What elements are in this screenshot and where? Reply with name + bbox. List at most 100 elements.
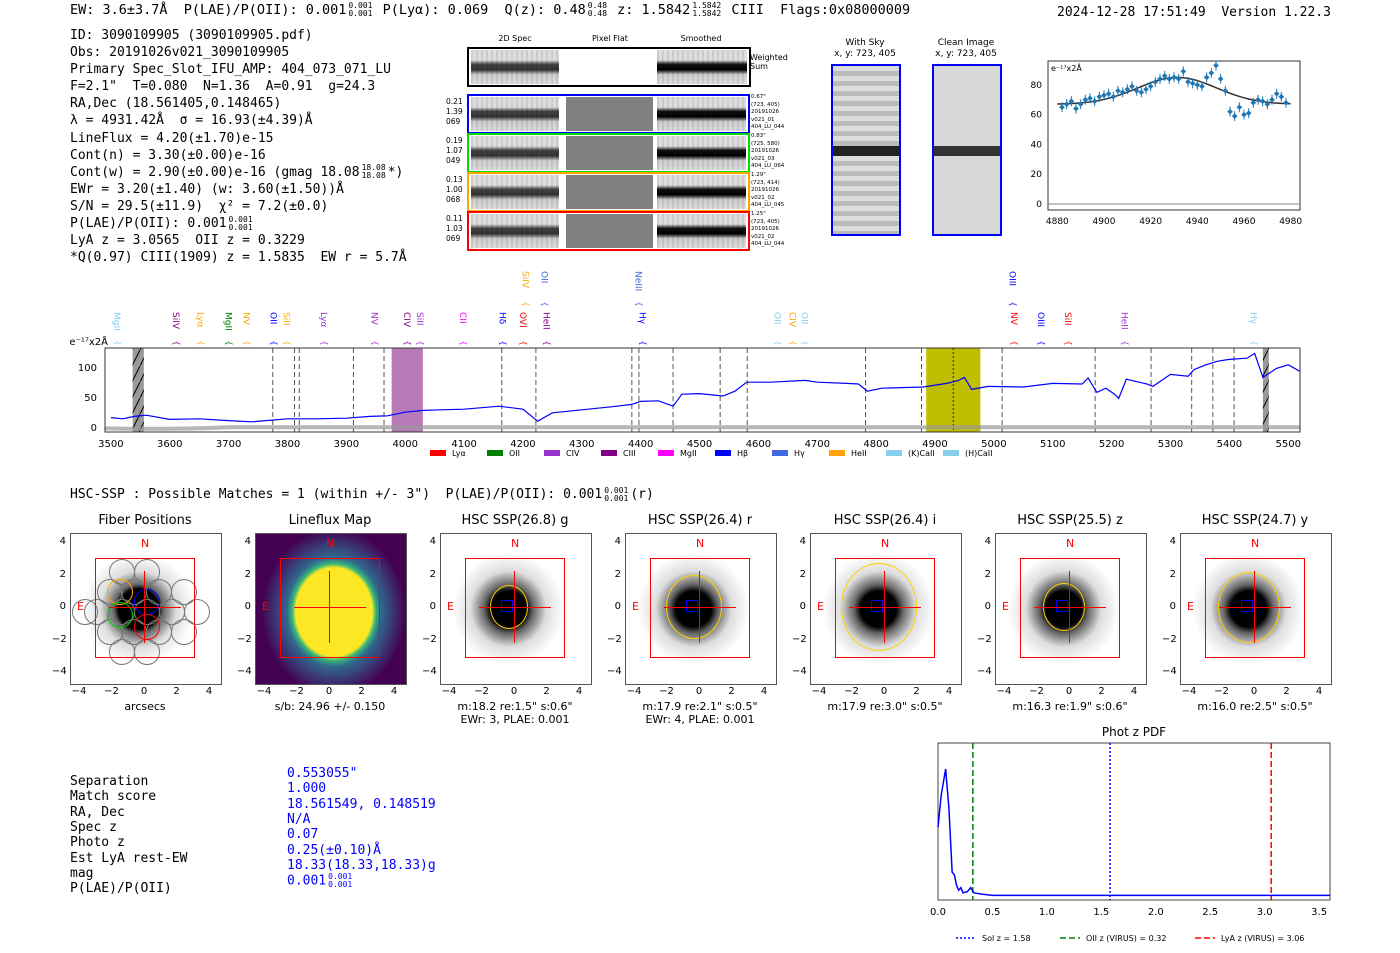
crosshair-v <box>144 571 146 643</box>
spec-strip <box>471 97 559 131</box>
line-bracket: { <box>1121 340 1130 345</box>
lower-bound: 0.48 <box>587 9 608 18</box>
north-label: N <box>511 537 520 550</box>
y-tick-label: −2 <box>52 633 67 645</box>
y-tick-label: 4 <box>244 536 251 547</box>
smooth-strip <box>657 175 746 209</box>
x-tick-label: 4 <box>945 686 953 697</box>
band-hatch <box>132 348 144 432</box>
legend-label: LyA z (VIRUS) = 3.06 <box>1221 934 1304 943</box>
y-tick-label: 2 <box>799 568 806 580</box>
info-line: RA,Dec (18.561405,0.148465) <box>70 95 407 112</box>
y-tick-label: 0 <box>1169 601 1176 612</box>
line-label: NV <box>1008 312 1018 326</box>
weighted-sum-box <box>467 47 751 87</box>
x-tick-label: 2.5 <box>1202 907 1218 918</box>
line-bracket: { <box>172 340 181 345</box>
empty-strip <box>559 50 655 84</box>
x-tick-label: 4 <box>760 686 768 697</box>
row-stats: 0.11 1.03 069 <box>446 214 463 243</box>
flat-strip <box>566 175 653 209</box>
match-label: P(LAE)/P(OII) <box>70 881 172 897</box>
uncertainty-fraction: 0.48 0.48 <box>588 2 607 18</box>
line-label: Lyα <box>318 312 328 328</box>
line-label: Lyα <box>194 312 204 328</box>
data-point <box>1199 83 1205 90</box>
lower-bound: 0.001 <box>348 9 373 18</box>
line-label: HeII <box>541 312 551 330</box>
line-label: Hδ <box>496 312 506 325</box>
data-point <box>1213 62 1219 69</box>
text-segment: CIII Flags:0x08000009 <box>723 2 911 18</box>
y-tick-label: 0 <box>244 601 251 612</box>
cutout-title: HSC SSP(26.4) i <box>833 513 937 528</box>
y-tick-label: −4 <box>1162 666 1177 677</box>
match-label: RA, Dec <box>70 804 125 820</box>
x-tick-label: 4100 <box>451 439 476 450</box>
row-fiber-info: 0.67" (723, 405) 20191026 v021_01 404_LU… <box>751 94 785 130</box>
line-bracket: { <box>1009 301 1018 306</box>
aperture-box <box>650 558 750 658</box>
north-label: N <box>1066 537 1075 550</box>
x-tick-label: 2 <box>543 686 550 697</box>
spectrum-chart: 3500 3600 3700 3800 3900 4000 4100 4200 4300 4400… <box>69 271 1301 458</box>
fiber-circle <box>171 579 197 605</box>
north-label: N <box>1251 537 1260 550</box>
text-segment: *) <box>387 164 404 180</box>
x-tick-label: −4 <box>71 686 87 697</box>
x-tick-label: 5300 <box>1158 439 1183 450</box>
x-tick-label: 4 <box>575 686 583 697</box>
x-tick-label: 4900 <box>1093 217 1116 227</box>
line-label: OIII <box>1035 312 1045 327</box>
east-label: E <box>447 600 454 613</box>
cutout-title: Fiber Positions <box>98 513 192 528</box>
x-tick-label: 4980 <box>1279 217 1302 227</box>
cutout-title: HSC SSP(26.8) g <box>461 513 569 528</box>
fiber-square <box>1241 600 1253 612</box>
y-tick-label: 2 <box>1169 568 1176 580</box>
hsc-header: HSC-SSP : Possible Matches = 1 (within +… <box>70 486 654 503</box>
x-tick-label: 2 <box>1098 686 1105 697</box>
x-tick-label: 4800 <box>863 439 888 450</box>
match-value: 0.553055" <box>287 766 357 781</box>
x-tick-label: 2 <box>173 686 180 697</box>
fiber-square <box>871 600 883 612</box>
smooth-strip <box>657 97 746 131</box>
x-tick-label: 4700 <box>805 439 830 450</box>
line-label: OII <box>267 312 277 324</box>
x-tick-label: 0 <box>695 686 703 697</box>
x-tick-label: 5400 <box>1217 439 1242 450</box>
y-tick-label: −4 <box>792 666 807 677</box>
x-tick-label: 3500 <box>98 439 123 450</box>
value-text: 1.000 <box>287 781 327 797</box>
info-line: Obs: 20191026v021_3090109905 <box>70 44 407 61</box>
x-tick-label: −4 <box>811 686 827 697</box>
text-segment: HSC-SSP : Possible Matches = 1 (within +… <box>70 487 603 502</box>
north-label: N <box>141 537 150 550</box>
data-point <box>1143 86 1149 93</box>
text-segment: Obs: 20191026v021_3090109905 <box>70 45 290 61</box>
row-fiber-info: 1.25" (723, 405) 20191026 v021_02 404_LU… <box>751 211 785 247</box>
info-line: *Q(0.97) CIII(1909) z = 1.5835 EW r = 5.… <box>70 249 407 266</box>
y-tick-label: −4 <box>422 666 437 677</box>
aperture-ellipse <box>841 563 917 651</box>
row-stats: 0.21 1.39 069 <box>446 97 463 126</box>
line-label: OIII <box>1007 271 1017 286</box>
column-header: Pixel Flat <box>592 34 628 43</box>
line-bracket: { <box>789 340 798 345</box>
line-label: NV <box>369 312 379 326</box>
data-point <box>1115 87 1121 94</box>
data-point <box>1157 76 1163 82</box>
legend-swatch <box>943 450 959 456</box>
value-text: 0.553055" <box>287 766 358 781</box>
y-tick-label: 2 <box>984 568 991 580</box>
value-text: 18.561549, 0.148519 <box>287 796 436 812</box>
text-segment: EWr = 3.20(±1.40) (w: 3.60(±1.50))Å <box>70 181 344 197</box>
y-tick-label: 2 <box>614 568 621 580</box>
flat-strip <box>566 214 653 248</box>
x-tick-label: −2 <box>1214 686 1229 697</box>
match-value: 1.000 <box>287 781 326 796</box>
pdf-line <box>937 768 1330 897</box>
